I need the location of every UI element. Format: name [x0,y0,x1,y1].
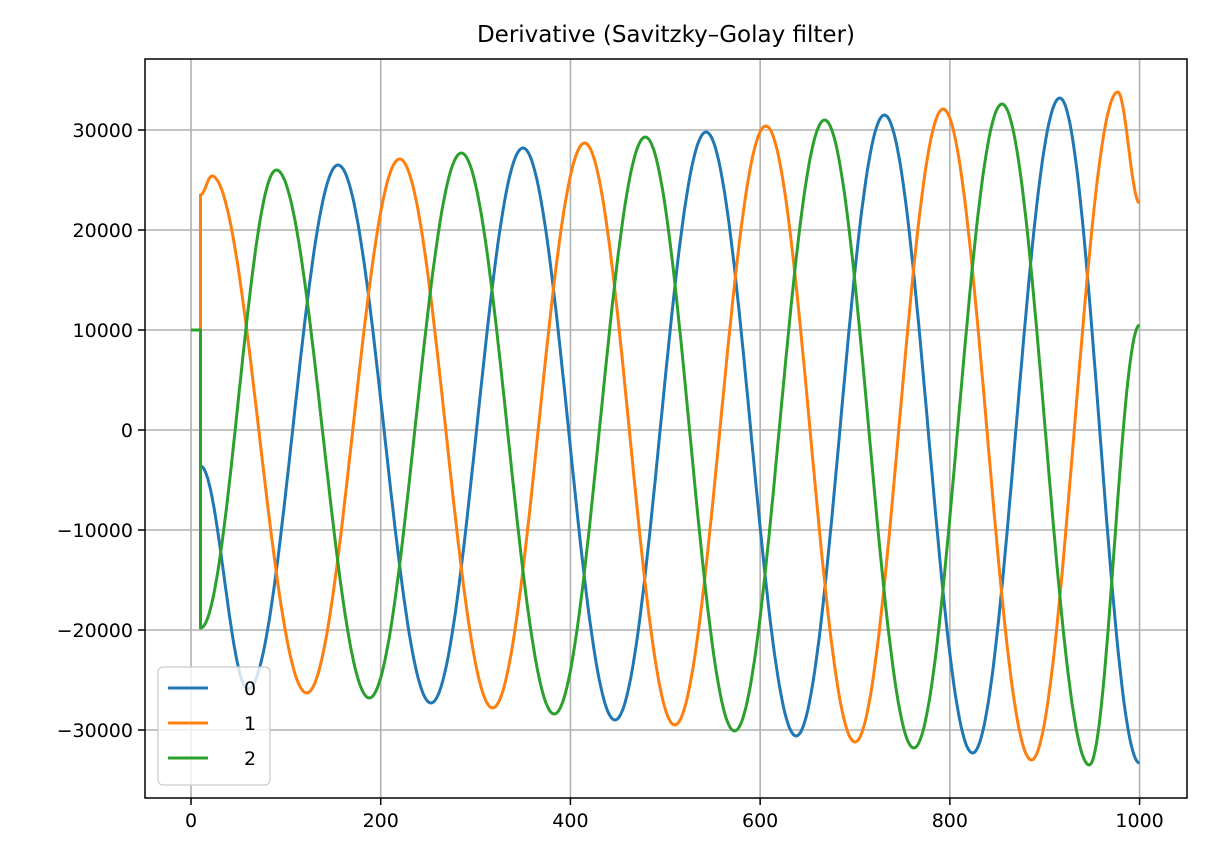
x-tick-label: 600 [742,810,778,832]
plot-frame [144,58,1188,799]
legend: 0 1 2 [157,666,271,786]
y-tick-label: −20000 [57,620,133,642]
y-tick-label: −10000 [57,520,133,542]
chart-title: Derivative (Savitzky–Golay filter) [477,22,855,48]
x-tick-label: 400 [552,810,588,832]
series-line-0 [190,96,1141,765]
y-tick-label: −30000 [57,720,133,742]
legend-label-0: 0 [244,678,256,700]
x-tick-label: 200 [363,810,399,832]
y-tick-label: 10000 [73,320,133,342]
legend-frame [157,666,271,786]
x-tick-label: 0 [185,810,197,832]
x-tick-label: 800 [932,810,968,832]
x-axis: 0 200 400 600 800 1000 [185,798,1164,832]
series-line-1 [190,90,1141,762]
series-lines [190,90,1141,767]
y-axis: −30000 −20000 −10000 0 10000 20000 30000 [57,120,145,742]
y-tick-label: 20000 [73,220,133,242]
x-tick-label: 1000 [1115,810,1163,832]
series-line-2 [190,102,1141,767]
legend-label-1: 1 [244,713,256,735]
legend-label-2: 2 [244,748,256,770]
y-tick-label: 0 [121,420,133,442]
y-tick-label: 30000 [73,120,133,142]
